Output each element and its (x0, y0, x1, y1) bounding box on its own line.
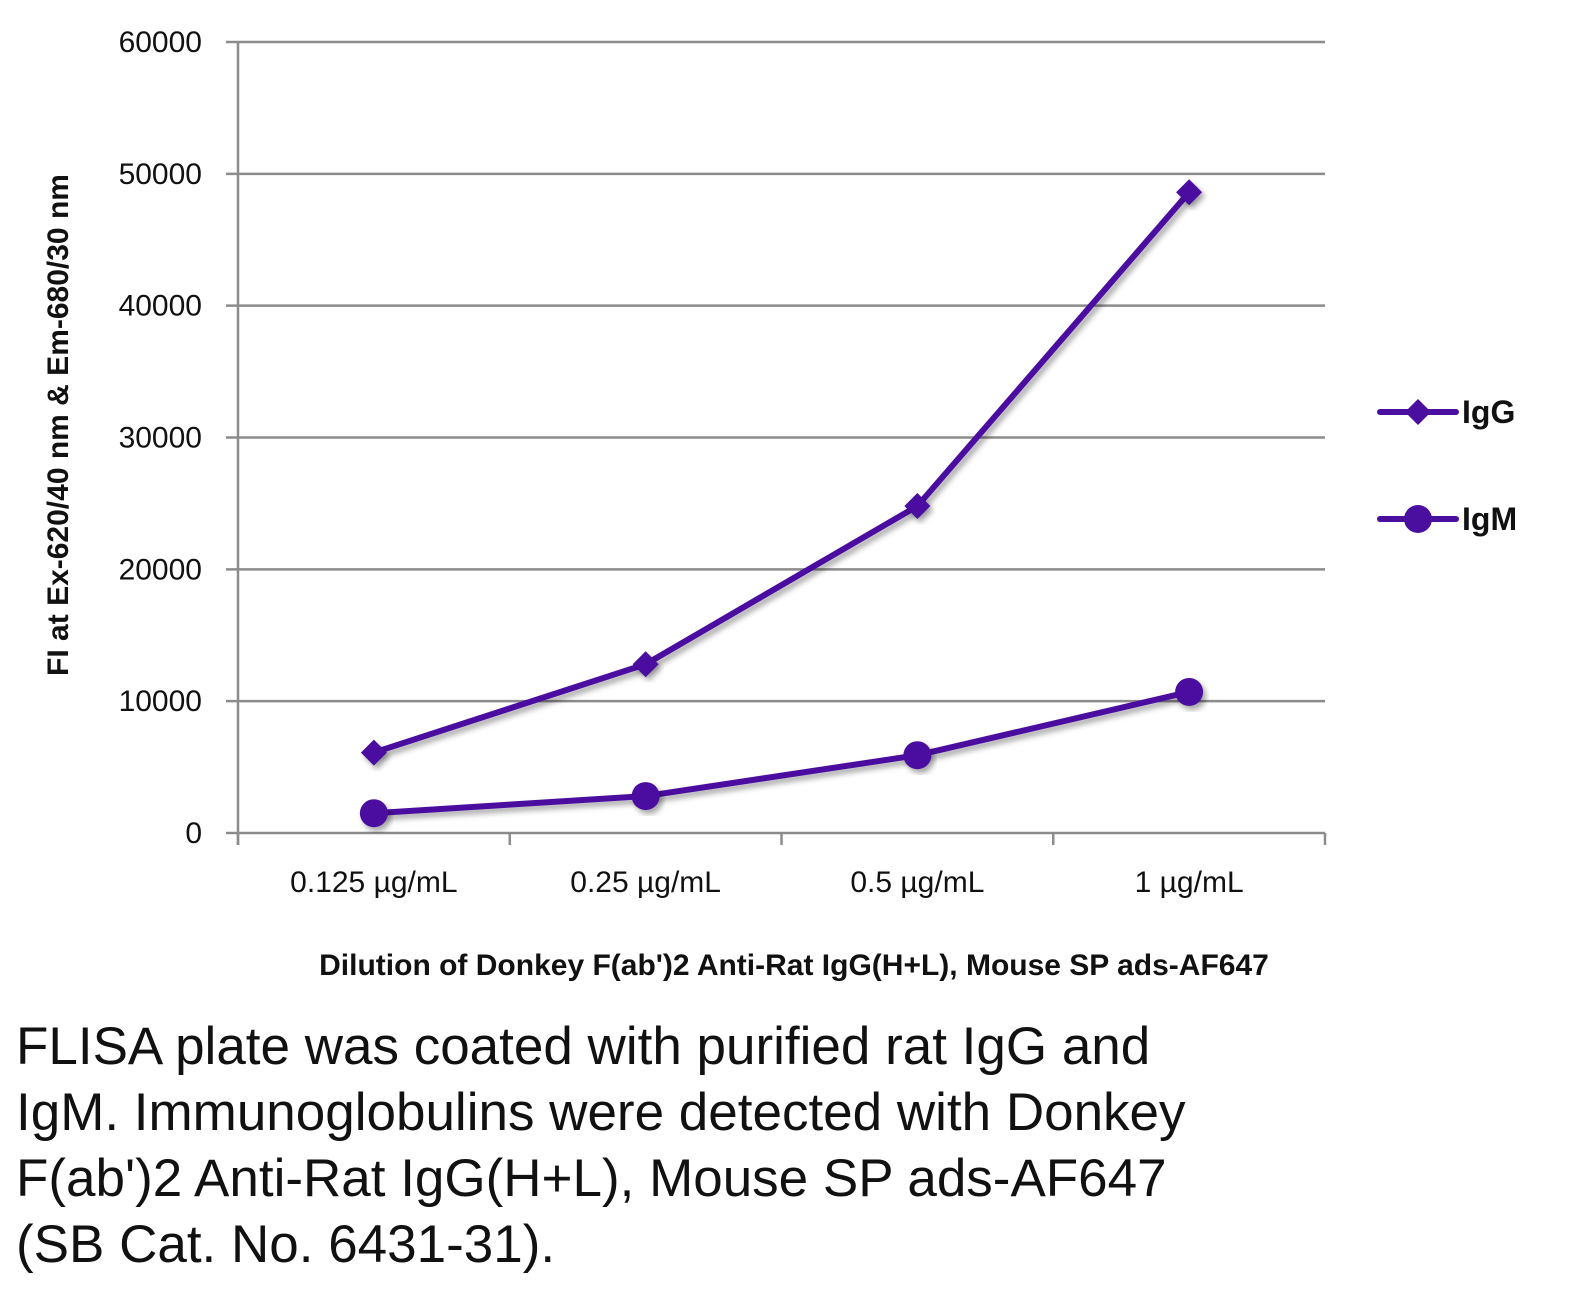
axes: 0 10000 20000 30000 40000 50000 60000 0.125 µg/… (119, 26, 1327, 899)
series-line-igm (370, 688, 1193, 817)
legend-item-igm: IgM (1377, 501, 1517, 537)
y-tick-label: 30000 (119, 422, 202, 455)
series-igm (359, 677, 1204, 828)
series-lines (359, 179, 1204, 828)
legend-label: IgM (1462, 501, 1517, 537)
data-point-igm (359, 799, 388, 828)
legend-label: IgG (1462, 394, 1515, 430)
y-tick-label: 60000 (119, 26, 202, 59)
line-chart: 0 10000 20000 30000 40000 50000 60000 0.125 µg/… (42, 26, 1517, 982)
y-tick-label: 40000 (119, 290, 202, 323)
data-point-igg (904, 493, 931, 520)
data-point-igm (1175, 677, 1204, 706)
y-tick-label: 50000 (119, 158, 202, 191)
legend-marker (1405, 399, 1431, 425)
x-tick-label: 0.5 µg/mL (850, 866, 984, 899)
data-point-igg (1176, 179, 1203, 206)
series-igg (360, 179, 1203, 766)
y-tick-label: 20000 (119, 553, 202, 586)
data-point-igg (632, 651, 659, 678)
legend-item-igg: IgG (1377, 394, 1515, 430)
y-tick-label: 0 (185, 817, 202, 850)
x-tick-label: 0.25 µg/mL (570, 866, 721, 899)
x-tick-label: 0.125 µg/mL (290, 866, 457, 899)
y-axis-title: FI at Ex-620/40 nm & Em-680/30 nm (42, 174, 75, 676)
x-tick-label: 1 µg/mL (1135, 866, 1244, 899)
figure-caption: FLISA plate was coated with purified rat… (16, 1017, 1186, 1274)
legend: IgG IgM (1377, 394, 1517, 537)
y-tick-label: 10000 (119, 685, 202, 718)
x-axis-title: Dilution of Donkey F(ab')2 Anti-Rat IgG(… (319, 949, 1269, 982)
data-point-igm (631, 782, 660, 811)
data-point-igm (903, 741, 932, 770)
legend-marker (1404, 505, 1432, 533)
gridlines (226, 40, 1325, 703)
data-point-igg (360, 739, 387, 766)
series-line-igg (370, 189, 1193, 756)
